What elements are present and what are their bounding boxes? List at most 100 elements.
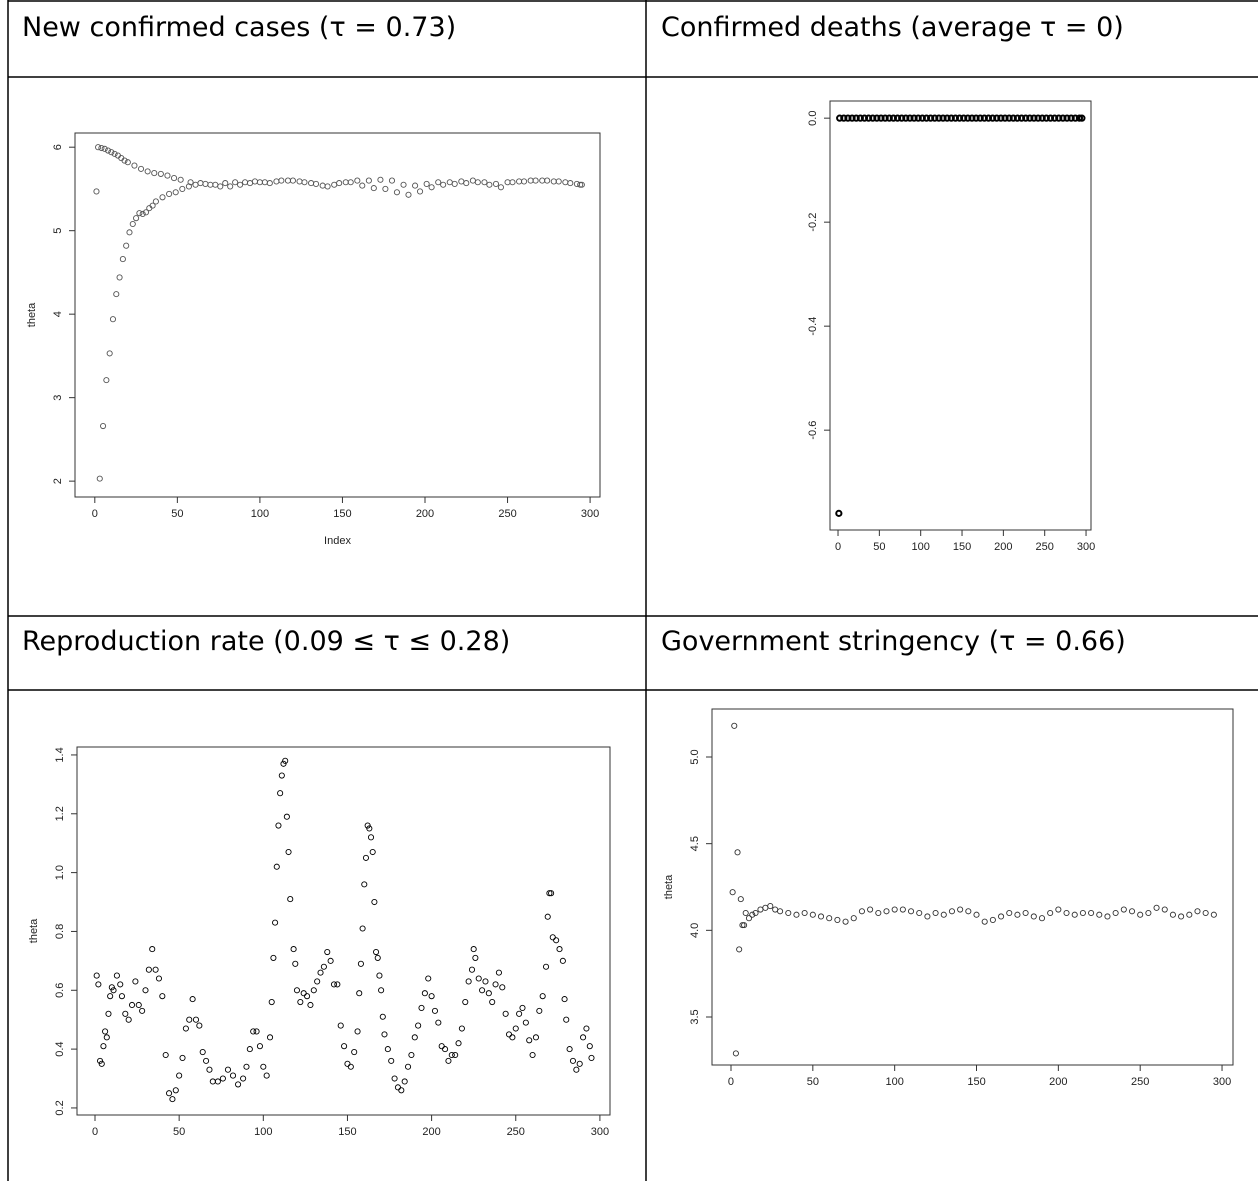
- point: [578, 181, 585, 188]
- point: [103, 377, 110, 384]
- point: [388, 1057, 395, 1064]
- point: [301, 179, 308, 186]
- point: [1038, 915, 1046, 922]
- y-tick-label: 0.4: [54, 1041, 66, 1056]
- point: [972, 114, 980, 122]
- point: [745, 915, 753, 922]
- point: [192, 181, 199, 188]
- point: [310, 987, 317, 994]
- x-tick-label: 200: [994, 541, 1012, 553]
- cell-header: Government stringency (τ = 0.66): [661, 626, 1126, 657]
- point: [108, 149, 115, 156]
- y-tick-label: 2: [52, 478, 64, 484]
- point: [179, 1054, 186, 1061]
- point: [106, 350, 113, 357]
- point: [93, 972, 100, 979]
- point: [132, 978, 139, 985]
- point: [347, 1063, 354, 1070]
- point: [169, 1096, 176, 1103]
- point: [95, 981, 102, 988]
- point: [317, 969, 324, 976]
- point: [445, 1057, 452, 1064]
- point: [519, 1004, 526, 1011]
- x-tick-label: 200: [422, 1126, 440, 1138]
- x-tick-label: 100: [251, 508, 269, 520]
- point: [509, 1034, 516, 1041]
- point: [379, 1013, 386, 1020]
- point: [1112, 909, 1119, 917]
- point: [856, 114, 864, 122]
- point: [737, 896, 744, 903]
- point: [206, 1066, 213, 1073]
- point: [126, 229, 133, 236]
- point: [1063, 114, 1071, 122]
- point: [588, 1054, 595, 1061]
- point: [164, 172, 171, 179]
- point: [341, 1043, 348, 1050]
- point: [448, 1051, 455, 1059]
- y-tick-label: 6: [52, 144, 64, 150]
- point: [145, 966, 152, 973]
- point: [250, 1028, 257, 1035]
- point: [109, 316, 117, 323]
- point: [546, 890, 553, 897]
- point: [1022, 909, 1029, 917]
- y-tick-label: 0.8: [54, 924, 66, 939]
- point: [278, 177, 285, 184]
- point: [273, 863, 280, 870]
- point: [157, 170, 164, 177]
- point: [469, 177, 476, 184]
- point: [418, 1004, 425, 1011]
- point: [539, 993, 546, 1000]
- point: [214, 1078, 221, 1085]
- point: [246, 180, 254, 187]
- point: [98, 1060, 105, 1067]
- point: [960, 114, 968, 122]
- y-axis-label: theta: [28, 918, 40, 943]
- point: [224, 1066, 232, 1073]
- x-tick-label: 250: [507, 1126, 525, 1138]
- point: [965, 908, 972, 915]
- point: [458, 178, 465, 185]
- point: [93, 188, 100, 195]
- point: [532, 177, 539, 184]
- plot-box: [74, 132, 601, 498]
- point: [852, 114, 860, 122]
- point: [1042, 114, 1050, 122]
- point: [100, 422, 107, 430]
- point: [361, 881, 368, 888]
- point: [320, 963, 327, 970]
- point: [580, 1034, 587, 1041]
- point: [993, 114, 1001, 122]
- point: [222, 180, 229, 187]
- point: [984, 114, 993, 122]
- point: [263, 1072, 270, 1079]
- point: [351, 1048, 358, 1056]
- point: [976, 114, 984, 122]
- point: [1194, 908, 1201, 915]
- point: [1051, 114, 1059, 122]
- point: [359, 925, 366, 932]
- point: [98, 144, 105, 152]
- point: [307, 1001, 314, 1009]
- point: [278, 772, 285, 779]
- point: [357, 960, 364, 967]
- point: [542, 963, 550, 970]
- point: [898, 114, 906, 122]
- point: [932, 909, 939, 917]
- point: [296, 178, 303, 185]
- point: [474, 179, 481, 186]
- point: [1071, 911, 1078, 918]
- point: [563, 1016, 570, 1023]
- point: [801, 909, 808, 917]
- x-tick-label: 250: [498, 508, 516, 520]
- point: [149, 946, 156, 953]
- point: [105, 1010, 112, 1017]
- x-axis-label: Index: [324, 535, 351, 547]
- point: [440, 181, 447, 188]
- point: [742, 909, 749, 917]
- cell-header: Reproduction rate (0.09 ≤ τ ≤ 0.28): [22, 626, 510, 657]
- point: [197, 180, 204, 187]
- point: [292, 960, 299, 967]
- point: [492, 180, 500, 187]
